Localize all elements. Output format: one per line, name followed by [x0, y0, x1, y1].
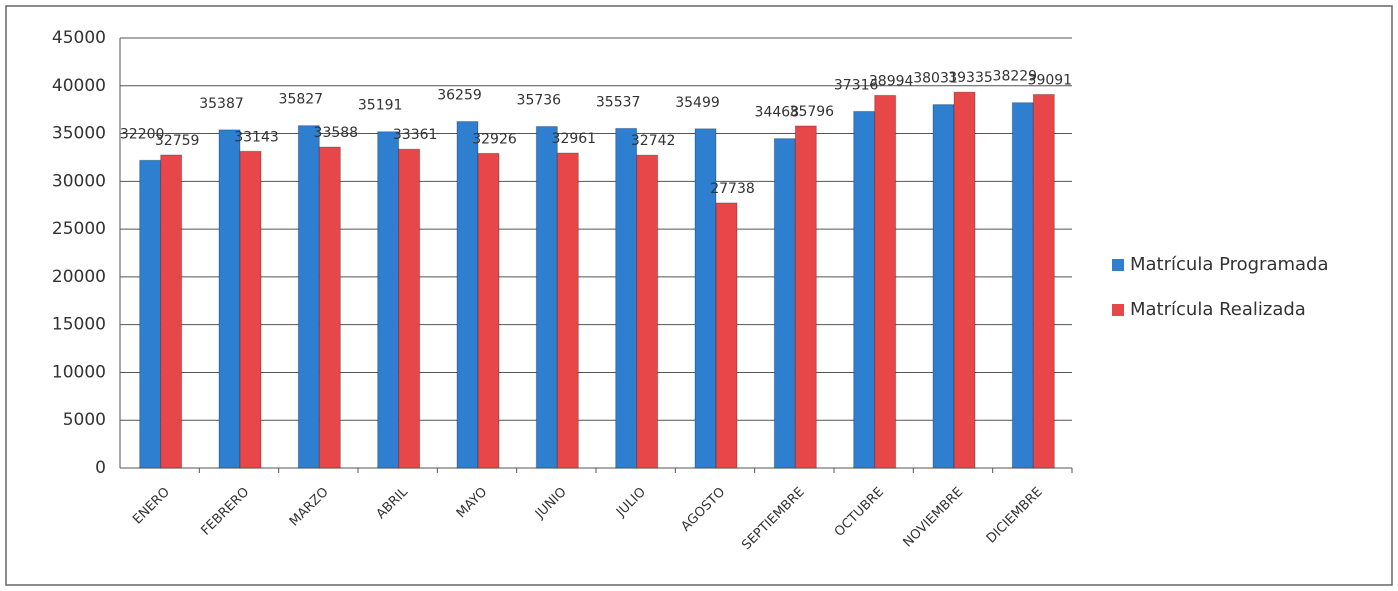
value-label: 33143 [234, 129, 279, 145]
value-label: 38994 [869, 73, 914, 89]
y-tick-label: 40000 [52, 76, 106, 96]
bar [535, 126, 558, 469]
bar [715, 202, 738, 469]
y-tick-label: 20000 [52, 267, 106, 287]
value-label: 35499 [675, 95, 720, 111]
bar [1032, 93, 1055, 469]
y-tick-label: 35000 [52, 124, 106, 144]
bar [874, 94, 897, 469]
value-label: 38229 [993, 69, 1038, 85]
value-label: 37316 [834, 77, 879, 93]
bar [694, 128, 717, 469]
bar [556, 152, 579, 469]
bar [218, 129, 241, 469]
bar [932, 104, 955, 469]
value-label: 35736 [517, 93, 562, 109]
bar [615, 127, 638, 469]
bar [953, 91, 976, 469]
bar [773, 138, 796, 469]
value-label: 39335 [948, 70, 993, 86]
y-tick-label: 30000 [52, 171, 106, 191]
value-label: 35796 [790, 104, 835, 120]
value-label: 35191 [358, 98, 403, 114]
bar [398, 148, 421, 469]
bar [239, 150, 262, 469]
bar [1011, 102, 1034, 469]
legend-label: Matrícula Programada [1130, 254, 1329, 275]
value-label: 35827 [279, 92, 324, 108]
value-label: 32926 [472, 131, 517, 147]
y-tick-label: 5000 [63, 410, 106, 430]
legend-swatch [1112, 259, 1124, 271]
y-tick-label: 10000 [52, 362, 106, 382]
value-label: 33361 [393, 127, 438, 143]
value-label: 36259 [437, 88, 482, 104]
value-label: 39091 [1028, 72, 1073, 88]
bar [853, 110, 876, 469]
value-label: 33588 [314, 125, 359, 141]
y-tick-label: 15000 [52, 315, 106, 335]
bar [794, 125, 817, 469]
value-label: 32961 [552, 131, 597, 147]
value-label: 32742 [631, 133, 676, 149]
bar [377, 131, 400, 469]
bar [477, 152, 500, 469]
bar [139, 159, 162, 469]
y-tick-label: 45000 [52, 28, 106, 48]
value-label: 32759 [155, 133, 200, 149]
value-label: 38031 [913, 71, 958, 87]
value-label: 34468 [755, 105, 800, 121]
bar [297, 125, 320, 469]
value-label: 35387 [199, 96, 244, 112]
bar [456, 121, 479, 469]
bar [318, 146, 341, 469]
y-tick-label: 0 [95, 458, 106, 478]
bar [636, 154, 659, 469]
bar [160, 154, 183, 469]
y-tick-label: 25000 [52, 219, 106, 239]
value-label: 27738 [710, 181, 755, 197]
value-label: 35537 [596, 94, 641, 110]
value-label: 32200 [120, 126, 165, 142]
legend-label: Matrícula Realizada [1130, 299, 1306, 320]
legend-swatch [1112, 304, 1124, 316]
